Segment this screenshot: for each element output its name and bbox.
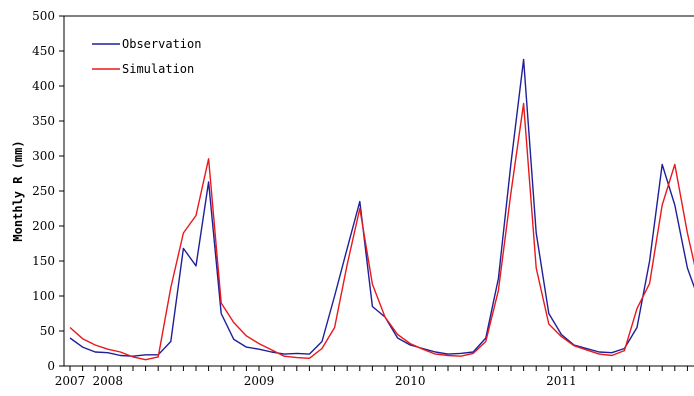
x-tick-label: 2011 xyxy=(546,374,577,388)
legend-label-simulation: Simulation xyxy=(122,62,194,76)
y-tick-label: 150 xyxy=(32,254,55,268)
y-tick-label: 450 xyxy=(32,44,55,58)
y-tick-label: 50 xyxy=(40,324,55,338)
y-tick-label: 250 xyxy=(32,184,55,198)
y-axis-title: Monthly R (mm) xyxy=(11,140,25,241)
series-line-simulation xyxy=(69,102,694,361)
y-tick-label: 400 xyxy=(32,79,55,93)
legend-label-observation: Observation xyxy=(122,37,201,51)
y-tick-label: 200 xyxy=(32,219,55,233)
series-line-observation xyxy=(69,58,694,357)
x-tick-label: 2007 xyxy=(55,374,86,388)
y-tick-label: 300 xyxy=(32,149,55,163)
x-tick-label: 2010 xyxy=(395,374,426,388)
x-tick-label: 2008 xyxy=(93,374,124,388)
y-tick-label: 350 xyxy=(32,114,55,128)
x-tick-label: 2009 xyxy=(244,374,275,388)
y-tick-label: 0 xyxy=(47,359,55,373)
y-tick-label: 100 xyxy=(32,289,55,303)
y-tick-label: 500 xyxy=(32,9,55,23)
